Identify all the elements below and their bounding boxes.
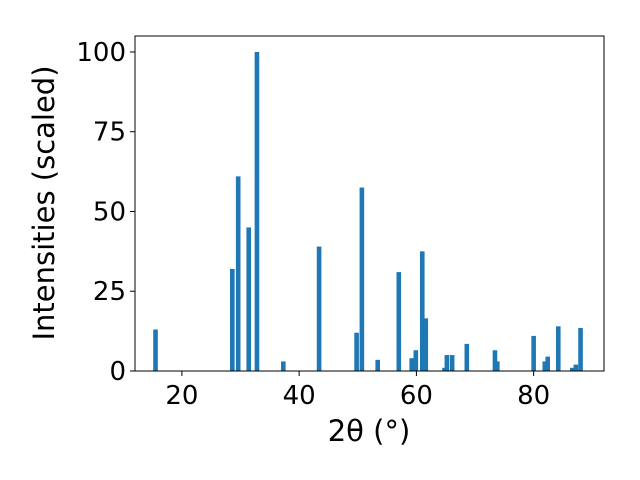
y-axis-label: Intensities (scaled) xyxy=(27,65,61,340)
x-tick-label: 40 xyxy=(283,381,316,411)
bar xyxy=(413,350,419,371)
bar xyxy=(573,364,579,371)
x-axis-ticks: 20 40 60 80 xyxy=(165,371,550,411)
bar xyxy=(531,335,536,371)
bar xyxy=(442,367,447,371)
bar xyxy=(492,350,498,371)
y-tick-label: 100 xyxy=(76,38,126,68)
bar xyxy=(409,358,415,371)
bars-group xyxy=(153,51,583,371)
bar xyxy=(235,176,241,371)
bar xyxy=(495,361,500,371)
bar xyxy=(444,355,450,371)
y-tick-label: 0 xyxy=(109,357,126,387)
bar xyxy=(396,272,402,371)
bar xyxy=(246,227,252,371)
bar xyxy=(545,356,551,371)
bar xyxy=(555,326,561,371)
bar xyxy=(230,268,235,371)
x-tick-label: 80 xyxy=(517,381,550,411)
bar xyxy=(153,329,158,371)
plot-frame xyxy=(134,35,605,372)
y-tick-label: 75 xyxy=(93,118,126,148)
y-tick-label: 50 xyxy=(93,197,126,227)
bar xyxy=(542,361,548,371)
bar xyxy=(375,359,381,371)
x-axis-label: 2θ (°) xyxy=(328,414,411,448)
bar xyxy=(354,332,359,371)
bar xyxy=(254,51,260,371)
bar xyxy=(570,367,575,371)
bar xyxy=(359,187,365,371)
x-tick-label: 20 xyxy=(165,381,198,411)
y-axis-ticks: 0 25 50 75 100 xyxy=(76,38,135,387)
x-tick-label: 60 xyxy=(400,381,433,411)
bar xyxy=(281,361,286,371)
y-tick-label: 25 xyxy=(93,277,126,307)
bar xyxy=(316,246,322,371)
bar xyxy=(419,251,425,371)
bar xyxy=(464,343,470,371)
bar xyxy=(423,318,429,371)
bar xyxy=(578,327,583,371)
bar xyxy=(449,355,455,371)
